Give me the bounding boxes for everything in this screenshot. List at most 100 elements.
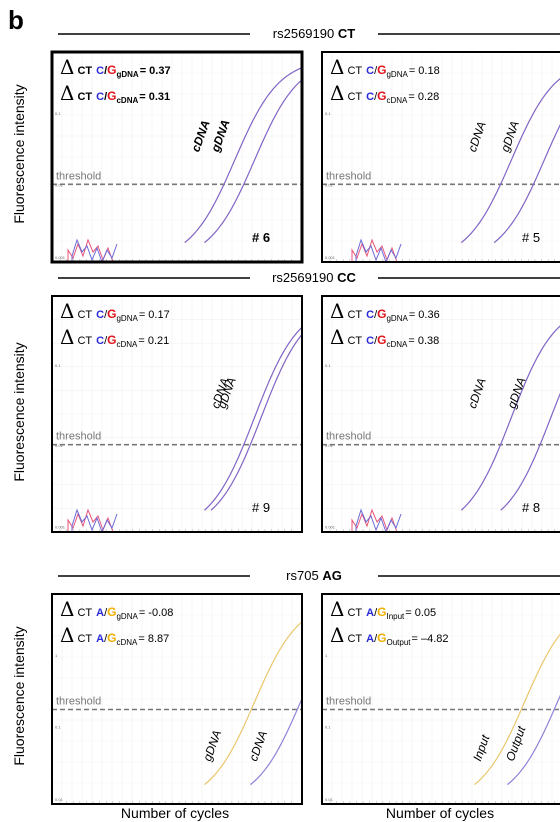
delta-symbol: Δ — [60, 325, 74, 349]
noise-trace — [71, 508, 118, 532]
curve-label: cDNA — [246, 729, 270, 763]
amplification-curve-gdna — [493, 124, 560, 244]
subscript: gDNA — [386, 314, 408, 323]
ct-text: CT — [77, 309, 92, 321]
noise-trace — [355, 238, 402, 262]
allele-2: G — [107, 631, 116, 645]
y-tick-label: 0.01 — [55, 797, 64, 802]
amplification-curve-cdna — [204, 326, 302, 511]
row-0: rs2569190 CT 0.1 0.01 0.001 threshold cDNA gDN… — [50, 26, 560, 264]
slash: / — [374, 65, 378, 77]
y-tick-label: 0.1 — [55, 724, 61, 729]
subscript: Output — [386, 638, 411, 647]
noise-trace — [71, 238, 118, 262]
allele-2: G — [377, 631, 386, 645]
amplification-curve-gdna — [204, 79, 302, 244]
delta-ct-annotation: Δ CT C/GcDNA= 0.38 — [330, 325, 439, 349]
ct-text: CT — [347, 65, 362, 77]
delta-ct-annotation: Δ CT C/GcDNA= 0.31 — [60, 81, 170, 105]
delta-symbol: Δ — [60, 299, 74, 323]
delta-ct-annotation: Δ CT C/GgDNA= 0.17 — [60, 299, 170, 323]
allele-2: G — [107, 605, 116, 619]
allele-2: G — [107, 89, 116, 103]
curve-label: cDNA — [465, 376, 489, 410]
delta-value: = 0.21 — [138, 335, 169, 347]
delta-symbol: Δ — [60, 623, 74, 647]
amplification-curve-gdna — [210, 333, 302, 511]
amplification-curve-cdna — [460, 325, 560, 511]
snp-id: rs2569190 — [272, 270, 333, 285]
slash: / — [374, 91, 378, 103]
y-tick-label: 0.01 — [325, 443, 334, 448]
slash: / — [104, 335, 108, 347]
y-axis-label: Fluorescence intensity — [11, 342, 27, 481]
row-1: rs2569190 CC0.10.010.001thresholdcDNAgDN… — [51, 270, 560, 533]
delta-symbol: Δ — [60, 81, 74, 105]
threshold-label: threshold — [56, 170, 101, 182]
snp-id: rs705 — [286, 568, 319, 583]
y-tick-label: 0.001 — [325, 255, 336, 260]
y-axis-label: Fluorescence intensity — [11, 626, 27, 765]
subscript: gDNA — [386, 70, 408, 79]
amplification-curve-cdna — [460, 78, 560, 244]
row-title: rs705 AG — [286, 568, 342, 583]
subscript: gDNA — [116, 70, 138, 79]
sample-number: # 6 — [252, 230, 270, 245]
genotype: AG — [322, 568, 342, 583]
y-tick-label: 1 — [325, 653, 328, 658]
ct-text: CT — [347, 335, 362, 347]
row-title: rs2569190 CT — [273, 26, 355, 41]
allele-1: A — [96, 633, 104, 645]
delta-value: = –4.82 — [412, 633, 449, 645]
subscript: gDNA — [116, 612, 138, 621]
row-title: rs2569190 CC — [272, 270, 356, 285]
curve-label: Input — [470, 733, 493, 763]
allele-1: C — [96, 335, 104, 347]
delta-value: = 0.28 — [408, 91, 439, 103]
panel-frame — [321, 295, 560, 533]
ct-text: CT — [347, 309, 362, 321]
delta-symbol: Δ — [330, 325, 344, 349]
allele-2: G — [107, 333, 116, 347]
noise-trace — [355, 508, 402, 532]
allele-1: A — [366, 607, 374, 619]
slash: / — [374, 335, 378, 347]
delta-symbol: Δ — [330, 299, 344, 323]
y-tick-label: 0.01 — [55, 443, 64, 448]
y-tick-label: 0.01 — [55, 182, 64, 187]
y-tick-label: 0.1 — [55, 363, 61, 368]
delta-ct-annotation: Δ CT A/GInput= 0.05 — [330, 597, 436, 621]
allele-1: C — [96, 65, 104, 77]
delta-symbol: Δ — [330, 597, 344, 621]
subscript: cDNA — [116, 96, 138, 105]
slash: / — [104, 91, 107, 103]
y-tick-label: 0.001 — [55, 524, 66, 529]
allele-2: G — [377, 63, 386, 77]
delta-value: = 0.38 — [408, 335, 439, 347]
threshold-label: threshold — [56, 431, 101, 443]
snp-id: rs2569190 — [273, 26, 334, 41]
sample-number: # 5 — [522, 230, 540, 245]
slash: / — [104, 309, 108, 321]
delta-value: = -0.08 — [139, 607, 174, 619]
allele-1: C — [366, 65, 374, 77]
amplification-curve-cdna — [460, 325, 560, 511]
delta-ct-annotation: Δ CT C/GgDNA= 0.18 — [330, 55, 440, 79]
threshold-label: threshold — [326, 431, 371, 443]
threshold-label: threshold — [56, 696, 101, 708]
curve-label: cDNA — [465, 120, 489, 154]
delta-symbol: Δ — [60, 55, 74, 79]
amplification-curve-gdna — [500, 392, 560, 511]
allele-1: C — [366, 309, 374, 321]
y-tick-label: 0.001 — [55, 255, 66, 260]
amplification-curve-cdna — [460, 78, 560, 244]
delta-ct-annotation: Δ CT A/GOutput= –4.82 — [330, 623, 449, 647]
amplification-curve-input — [474, 633, 560, 786]
ct-text: CT — [77, 607, 92, 619]
allele-2: G — [107, 307, 116, 321]
y-tick-label: 0.01 — [325, 182, 334, 187]
amplification-curve-cdna — [204, 326, 302, 511]
delta-value: = 0.36 — [409, 309, 440, 321]
